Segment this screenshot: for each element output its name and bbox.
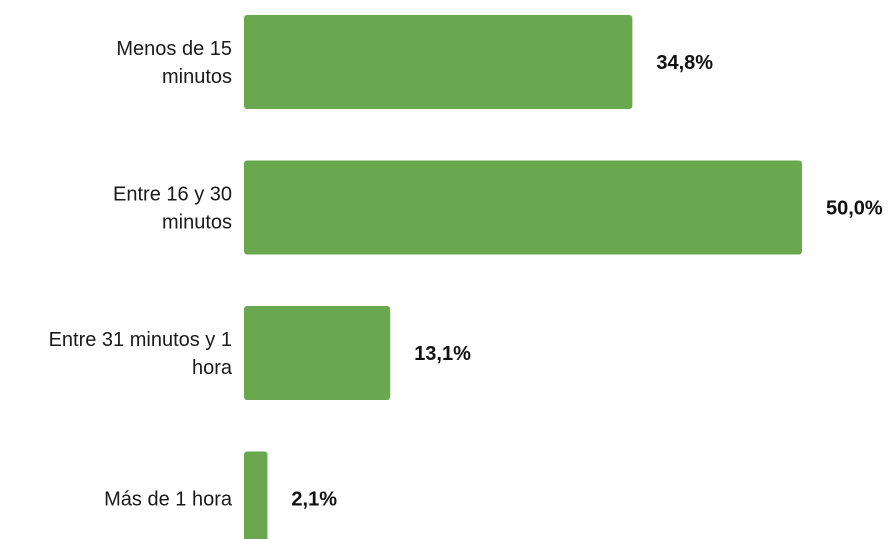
category-label-line: minutos	[162, 212, 232, 234]
category-label-line: Más de 1 hora	[104, 489, 233, 511]
value-label-1: 50,0%	[826, 198, 883, 220]
category-label-0: Menos de 15 minutos	[116, 38, 232, 88]
bar-0	[244, 15, 633, 109]
category-label-line: Entre 31 minutos y 1	[49, 329, 232, 351]
value-label-2: 13,1%	[414, 343, 471, 365]
category-label-line: Entre 16 y 30	[113, 184, 232, 206]
category-label-2: Entre 31 minutos y 1 hora	[49, 329, 233, 379]
category-label-3: Más de 1 hora	[104, 489, 233, 511]
value-label-0: 34,8%	[656, 52, 713, 74]
bar-2	[244, 306, 391, 400]
category-label-line: minutos	[162, 66, 232, 88]
bar-3	[244, 451, 268, 539]
category-label-line: hora	[192, 357, 233, 379]
category-label-line: Menos de 15	[116, 38, 232, 60]
bar-1	[244, 160, 802, 255]
category-label-1: Entre 16 y 30 minutos	[113, 184, 232, 234]
value-label-3: 2,1%	[291, 489, 337, 511]
